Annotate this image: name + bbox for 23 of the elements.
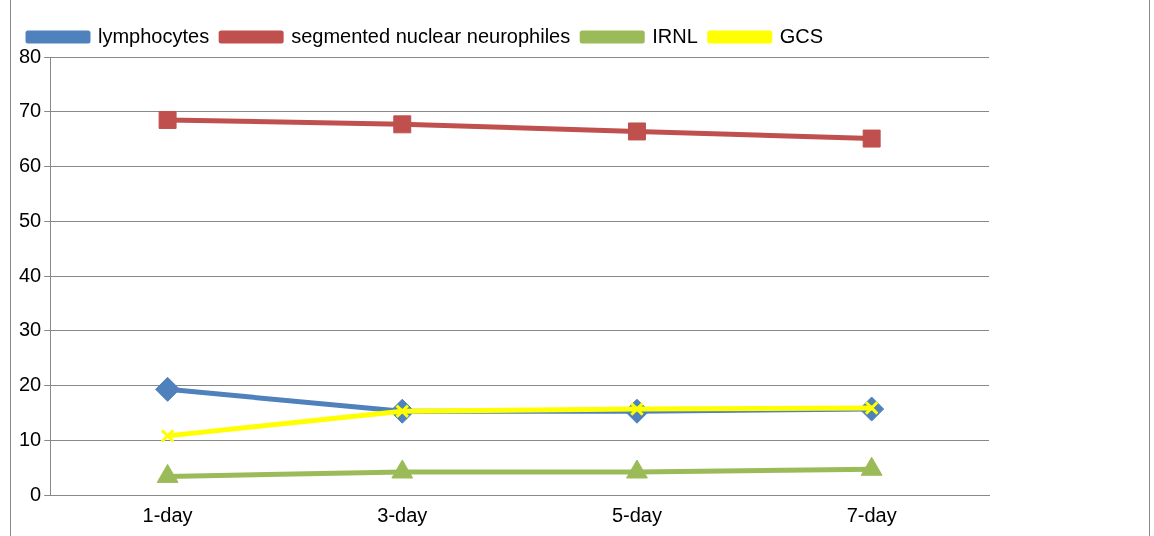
y-tick-label: 50 [19, 208, 42, 231]
y-tick-label: 40 [19, 263, 42, 286]
legend-label: segmented nuclear neurophiles [291, 24, 571, 47]
legend-label: lymphocytes [98, 24, 210, 47]
y-tick-label: 80 [19, 44, 42, 67]
point [862, 129, 881, 148]
x-tick-label: 7-day [846, 503, 897, 526]
x-tick-label: 3-day [377, 503, 428, 526]
point [393, 115, 412, 134]
point [627, 122, 646, 141]
y-tick-label: 30 [19, 318, 42, 341]
point [155, 376, 181, 402]
y-tick-label: 0 [30, 482, 42, 505]
x-tick-label: 5-day [611, 503, 662, 526]
legend-label: IRNL [652, 24, 698, 47]
y-tick-label: 70 [19, 99, 42, 122]
y-tick-label: 60 [19, 154, 42, 177]
x-tick-label: 1-day [142, 503, 193, 526]
legend-label: GCS [779, 24, 824, 47]
point [158, 110, 177, 129]
y-tick-label: 10 [19, 427, 42, 450]
y-tick-label: 20 [19, 373, 42, 396]
point [160, 428, 175, 444]
